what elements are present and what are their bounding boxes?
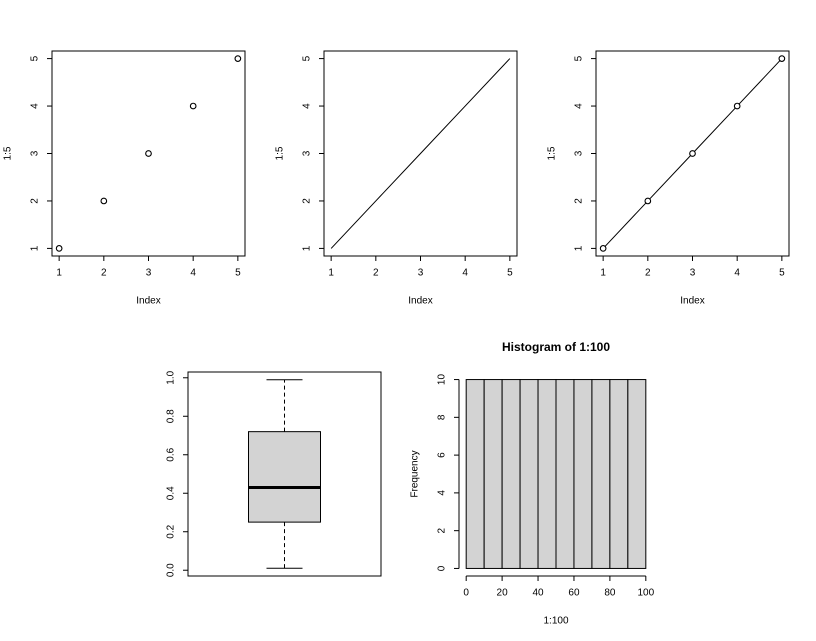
- y-tick-label: 3: [574, 150, 585, 156]
- y-tick-label: 1: [302, 245, 313, 251]
- bar: [627, 379, 647, 569]
- x-axis-label: Index: [680, 296, 704, 307]
- y-tick-label: 0.0: [166, 563, 177, 577]
- x-tick-label: 1: [56, 268, 62, 279]
- y-tick-label: 2: [437, 527, 448, 533]
- x-tick-label: 3: [690, 268, 696, 279]
- y-tick-label: 5: [302, 55, 313, 61]
- point: [689, 150, 696, 157]
- y-tick-label: 8: [437, 414, 448, 420]
- y-tick-label: 0.6: [166, 447, 177, 461]
- x-tick-label: 1: [600, 268, 606, 279]
- x-tick-label: 2: [645, 268, 651, 279]
- y-tick-label: 6: [437, 452, 448, 458]
- y-axis-label: 1:5: [547, 146, 558, 160]
- bar: [537, 379, 557, 569]
- y-tick-label: 4: [30, 103, 41, 109]
- y-tick-label: 2: [30, 198, 41, 204]
- bar: [465, 379, 485, 569]
- line: [330, 58, 511, 249]
- y-tick-label: 4: [437, 490, 448, 496]
- x-tick-label: 4: [734, 268, 740, 279]
- bar: [591, 379, 611, 569]
- y-tick-label: 0.2: [166, 524, 177, 538]
- x-tick-label: 5: [779, 268, 785, 279]
- y-tick-label: 1.0: [166, 370, 177, 384]
- y-tick-label: 10: [437, 374, 448, 386]
- y-tick-label: 3: [302, 150, 313, 156]
- x-axis-label: Index: [136, 296, 160, 307]
- x-tick-label: 5: [507, 268, 513, 279]
- bar: [519, 379, 539, 569]
- x-tick-label: 60: [568, 588, 580, 599]
- x-axis-label: 1:100: [543, 616, 568, 627]
- x-tick-label: 1: [328, 268, 334, 279]
- bar: [555, 379, 575, 569]
- y-tick-label: 2: [574, 198, 585, 204]
- chart-title: Histogram of 1:100: [502, 340, 610, 354]
- y-tick-label: 0.8: [166, 409, 177, 423]
- y-tick-label: 4: [574, 103, 585, 109]
- y-tick-label: 5: [30, 55, 41, 61]
- y-axis-label: Frequency: [410, 450, 421, 497]
- x-tick-label: 80: [604, 588, 616, 599]
- x-tick-label: 5: [235, 268, 241, 279]
- x-tick-label: 40: [532, 588, 544, 599]
- y-tick-label: 1: [574, 245, 585, 251]
- x-tick-label: 2: [373, 268, 379, 279]
- bar: [501, 379, 521, 569]
- point: [644, 197, 652, 205]
- point: [733, 102, 741, 110]
- x-tick-label: 2: [101, 268, 107, 279]
- x-tick-label: 0: [463, 588, 469, 599]
- y-axis-label: 1:5: [3, 146, 14, 160]
- x-axis-label: Index: [408, 296, 432, 307]
- y-tick-label: 1: [30, 245, 41, 251]
- x-tick-label: 4: [190, 268, 196, 279]
- point: [55, 245, 63, 252]
- point: [599, 245, 607, 252]
- bar: [573, 379, 593, 569]
- y-tick-label: 0.4: [166, 486, 177, 500]
- y-tick-label: 3: [30, 150, 41, 156]
- bar: [609, 379, 629, 569]
- y-tick-label: 4: [302, 103, 313, 109]
- y-tick-label: 0: [437, 565, 448, 571]
- point: [145, 150, 152, 157]
- bar: [483, 379, 503, 569]
- y-tick-label: 2: [302, 198, 313, 204]
- point: [100, 197, 108, 205]
- x-tick-label: 100: [637, 588, 654, 599]
- x-tick-label: 4: [462, 268, 468, 279]
- point: [778, 55, 786, 62]
- y-tick-label: 5: [574, 55, 585, 61]
- point: [189, 102, 197, 110]
- point: [234, 55, 242, 62]
- x-tick-label: 20: [497, 588, 509, 599]
- box: [248, 431, 321, 523]
- x-tick-label: 3: [146, 268, 152, 279]
- y-axis-label: 1:5: [275, 146, 286, 160]
- x-tick-label: 3: [418, 268, 424, 279]
